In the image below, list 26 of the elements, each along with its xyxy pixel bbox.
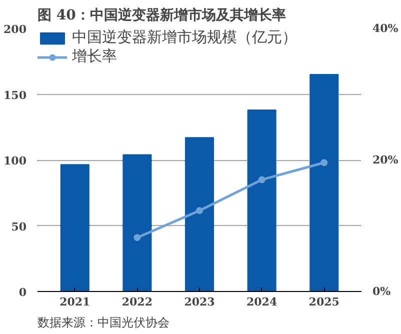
point [134, 234, 141, 242]
x-tick-label: 2025 [308, 296, 340, 308]
y2-tick-label: 0% [372, 285, 392, 298]
y-tick-label: 100 [4, 154, 27, 168]
chart-title: 图 40：中国逆变器新增市场及其增长率 [38, 6, 286, 24]
bar [310, 74, 339, 292]
source-note: 数据来源：中国光伏协会 [38, 316, 170, 330]
x-tick-label: 2023 [184, 296, 215, 308]
x-tick-label: 2022 [122, 296, 153, 308]
bar [247, 110, 276, 292]
y-tick-label: 150 [4, 88, 27, 102]
bar [60, 164, 90, 292]
x-tick-label: 2024 [246, 296, 278, 308]
bar [184, 137, 214, 292]
y2-tick-label: 40% [372, 22, 399, 35]
legend-label: 增长率 [72, 47, 117, 66]
point [196, 207, 203, 214]
bar [122, 154, 152, 292]
y-tick-label: 0 [18, 286, 27, 299]
y-tick-label: 200 [4, 23, 27, 36]
x-tick-label: 2021 [60, 296, 90, 308]
point [258, 176, 266, 184]
point [320, 159, 328, 166]
legend-label: 中国逆变器新增市场规模（亿元） [72, 28, 297, 47]
y-tick-label: 50 [11, 220, 27, 234]
y2-tick-label: 20% [372, 154, 399, 166]
